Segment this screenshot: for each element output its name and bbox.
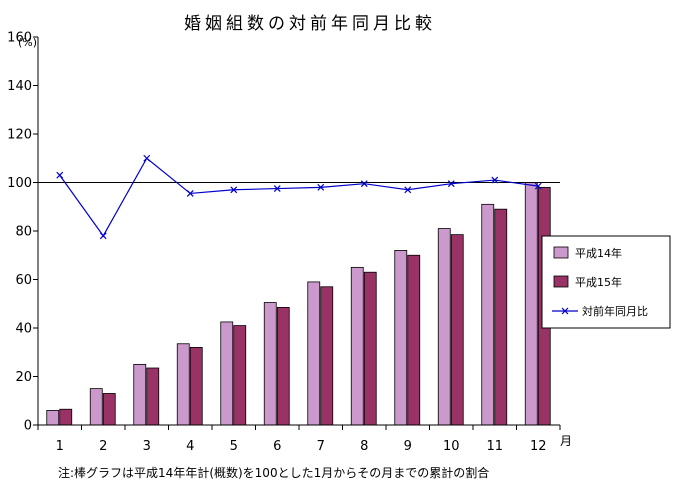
bar-2-5 xyxy=(233,325,247,426)
line-point-10 xyxy=(447,180,455,188)
y-tick-label-140: 140 xyxy=(7,79,32,94)
bar-2-9 xyxy=(407,254,421,426)
line-point-6 xyxy=(273,185,281,192)
bar-2-10 xyxy=(450,234,464,426)
bar-1-1 xyxy=(46,410,60,426)
footnote: 注:棒グラフは平成14年年計(概数)を100とした1月からその月までの累計の割合 xyxy=(58,465,489,480)
line-point-9 xyxy=(404,186,412,194)
y-tick-label-120: 120 xyxy=(7,128,32,143)
legend-label-1: 平成14年 xyxy=(575,246,622,260)
bar-2-3 xyxy=(146,367,160,426)
y-tick-label-100: 100 xyxy=(7,176,32,191)
y-tick-label-40: 40 xyxy=(15,322,32,337)
x-tick-label-9: 9 xyxy=(404,439,412,454)
bar-2-1 xyxy=(59,408,73,426)
legend-swatch-2 xyxy=(553,275,569,288)
x-axis-unit-label: 月 xyxy=(560,434,572,448)
x-tick-label-11: 11 xyxy=(486,439,503,454)
legend-swatch-1 xyxy=(553,246,569,259)
bar-1-2 xyxy=(89,388,103,426)
x-tick-label-5: 5 xyxy=(230,439,238,454)
bar-1-5 xyxy=(220,321,234,426)
line-point-11 xyxy=(491,176,499,184)
line-point-3 xyxy=(143,154,151,162)
bar-1-12 xyxy=(524,182,538,426)
x-tick-label-7: 7 xyxy=(317,439,325,454)
x-tick-label-4: 4 xyxy=(186,439,194,454)
legend-label-2: 平成15年 xyxy=(575,275,622,289)
chart-title: 婚姻組数の対前年同月比較 xyxy=(184,14,436,34)
bar-1-3 xyxy=(133,363,147,426)
y-tick-label-0: 0 xyxy=(24,419,32,434)
bar-2-2 xyxy=(102,393,116,426)
y-tick-label-80: 80 xyxy=(15,225,32,240)
y-axis-unit-label: (%) xyxy=(18,36,37,49)
y-tick-label-160: 160 xyxy=(7,31,32,46)
legend-label-3: 対前年同月比 xyxy=(582,304,648,318)
x-tick-label-8: 8 xyxy=(360,439,368,454)
x-tick-label-6: 6 xyxy=(273,439,281,454)
line-point-8 xyxy=(360,180,368,188)
line-series-group xyxy=(56,154,542,240)
y-tick-label-60: 60 xyxy=(15,273,32,288)
x-tick-label-1: 1 xyxy=(56,439,64,454)
bar-1-10 xyxy=(437,228,451,426)
x-tick-label-12: 12 xyxy=(530,439,547,454)
x-tick-label-10: 10 xyxy=(443,439,460,454)
bar-2-4 xyxy=(189,346,203,426)
legend-line-marker xyxy=(561,307,569,315)
bar-2-7 xyxy=(320,286,334,426)
line-point-1 xyxy=(56,171,64,179)
line-point-5 xyxy=(230,186,238,194)
bar-1-9 xyxy=(394,249,408,426)
line-point-7 xyxy=(317,183,325,191)
bar-1-7 xyxy=(307,281,321,426)
line-point-4 xyxy=(186,189,194,197)
bar-1-4 xyxy=(176,343,190,426)
bars-group xyxy=(46,182,551,426)
line-point-2 xyxy=(99,232,107,240)
bar-2-6 xyxy=(276,306,290,426)
line-series-path xyxy=(59,157,539,237)
y-tick-label-20: 20 xyxy=(15,370,32,385)
line-point-12 xyxy=(534,182,542,190)
bar-1-6 xyxy=(263,302,277,426)
bar-1-8 xyxy=(350,266,364,426)
bar-1-11 xyxy=(481,203,495,426)
bar-2-11 xyxy=(494,208,508,426)
x-tick-label-3: 3 xyxy=(143,439,151,454)
bar-2-8 xyxy=(363,271,377,426)
x-tick-label-2: 2 xyxy=(99,439,107,454)
